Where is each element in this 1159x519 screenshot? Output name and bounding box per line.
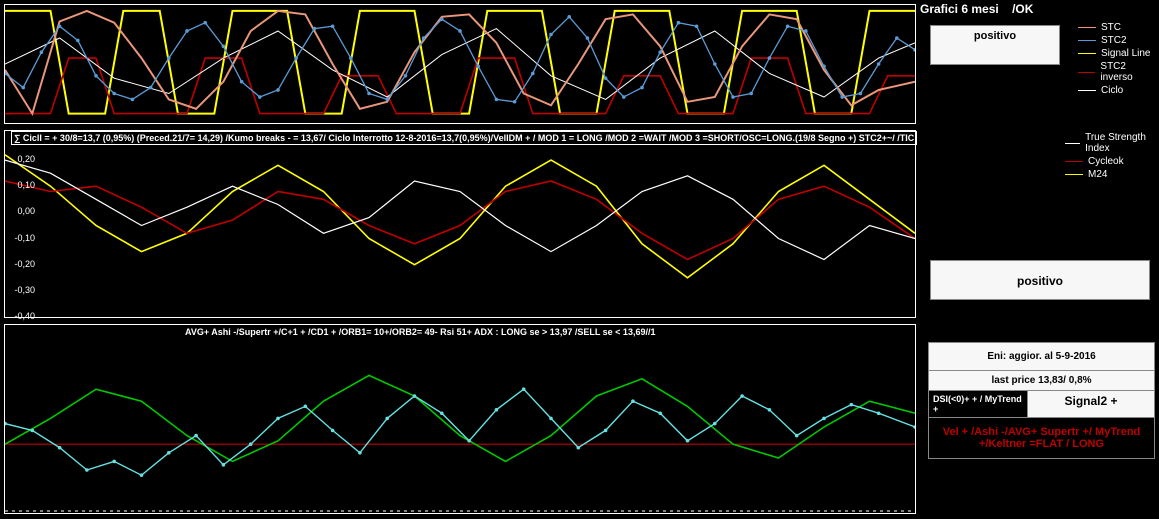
legend-chart2: True Strength Index Cycleok M24	[1065, 132, 1159, 182]
ytick: -0,10	[7, 233, 35, 243]
legend-item: Ciclo	[1078, 85, 1159, 96]
legend-item: M24	[1065, 169, 1159, 180]
ytick: 0,20	[7, 154, 35, 164]
chart3-title: AVG+ Ashi -/Supertr +/C+1 + /CD1 + /ORB1…	[185, 327, 655, 337]
info-lastprice: last price 13,83/ 0,8%	[929, 371, 1154, 390]
header-title: Grafici 6 mesi /OK	[920, 2, 1033, 16]
ytick: -0,30	[7, 285, 35, 295]
info-title: Eni: aggior. al 5-9-2016	[929, 343, 1154, 370]
info-summary: Vel + /Ashi -/AVG+ Supertr +/ MyTrend +/…	[929, 418, 1154, 458]
legend-item: Signal Line	[1078, 48, 1159, 59]
info-table: Eni: aggior. al 5-9-2016 last price 13,8…	[928, 342, 1155, 459]
ytick: 0,00	[7, 206, 35, 216]
legend-item: STC	[1078, 22, 1159, 33]
legend-item: STC2 inverso	[1078, 61, 1159, 83]
positivo-box-1: positivo	[930, 25, 1060, 65]
info-left: DSI(<0)+ + / MyTrend +	[929, 391, 1028, 417]
legend-item: True Strength Index	[1065, 132, 1159, 154]
chart2-title: ∑ CiclI = + 30/8=13,7 (0,95%) (Preced.21…	[11, 131, 917, 145]
ytick: 0,10	[7, 180, 35, 190]
chart1-panel	[4, 4, 916, 124]
ytick: -0,20	[7, 259, 35, 269]
ytick: -0,40	[7, 311, 35, 321]
positivo-box-2: positivo	[930, 260, 1150, 300]
legend-chart1: STC STC2 Signal Line STC2 inverso Ciclo	[1078, 22, 1159, 98]
chart2-panel: ∑ CiclI = + 30/8=13,7 (0,95%) (Preced.21…	[4, 130, 916, 318]
legend-item: Cycleok	[1065, 156, 1159, 167]
legend-item: STC2	[1078, 35, 1159, 46]
chart3-panel: AVG+ Ashi -/Supertr +/C+1 + /CD1 + /ORB1…	[4, 324, 916, 514]
info-right: Signal2 +	[1028, 391, 1154, 417]
